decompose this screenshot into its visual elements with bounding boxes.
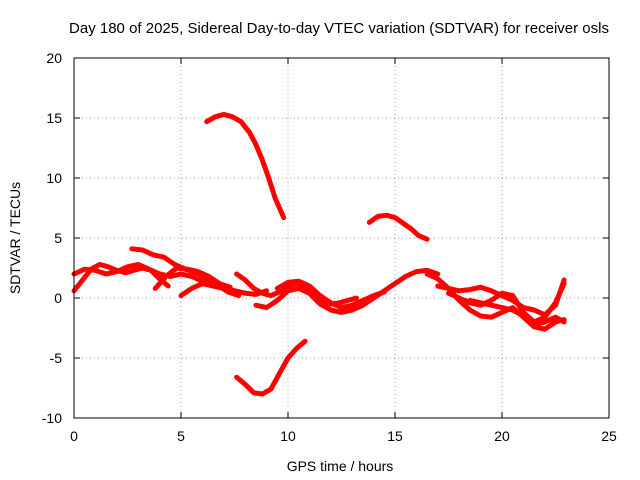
x-axis-label: GPS time / hours bbox=[287, 458, 394, 474]
axis-ticks: 0 5 10 15 20 25 -10 -5 0 5 10 15 20 bbox=[42, 50, 617, 444]
chart-title: Day 180 of 2025, Sidereal Day-to-day VTE… bbox=[69, 20, 609, 37]
series-line-arc-a bbox=[204, 111, 287, 221]
y-tick-label: 15 bbox=[46, 110, 62, 126]
x-tick-label: 20 bbox=[494, 428, 510, 444]
series-line-arc-e bbox=[71, 261, 171, 294]
y-tick-label: 20 bbox=[46, 50, 62, 66]
series-line-arc-h bbox=[178, 281, 248, 299]
grid-lines bbox=[74, 58, 609, 418]
x-tick-label: 5 bbox=[177, 428, 185, 444]
series-line-arc-g bbox=[152, 265, 233, 291]
y-tick-label: -5 bbox=[50, 350, 63, 366]
series-layer bbox=[71, 111, 567, 397]
y-tick-label: -10 bbox=[42, 410, 62, 426]
y-axis-label: SDTVAR / TECUs bbox=[7, 182, 23, 294]
x-tick-label: 15 bbox=[387, 428, 403, 444]
series-line-arc-c bbox=[234, 338, 308, 397]
y-tick-label: 10 bbox=[46, 170, 62, 186]
x-tick-label: 10 bbox=[280, 428, 296, 444]
x-tick-label: 25 bbox=[601, 428, 617, 444]
series-line-arc-k bbox=[274, 278, 387, 311]
y-tick-label: 0 bbox=[54, 290, 62, 306]
series-line-arc-j bbox=[253, 267, 441, 315]
series-line-arc-o bbox=[467, 297, 567, 327]
x-tick-label: 0 bbox=[70, 428, 78, 444]
series-line-arc-b bbox=[366, 212, 430, 242]
y-tick-label: 5 bbox=[54, 230, 62, 246]
